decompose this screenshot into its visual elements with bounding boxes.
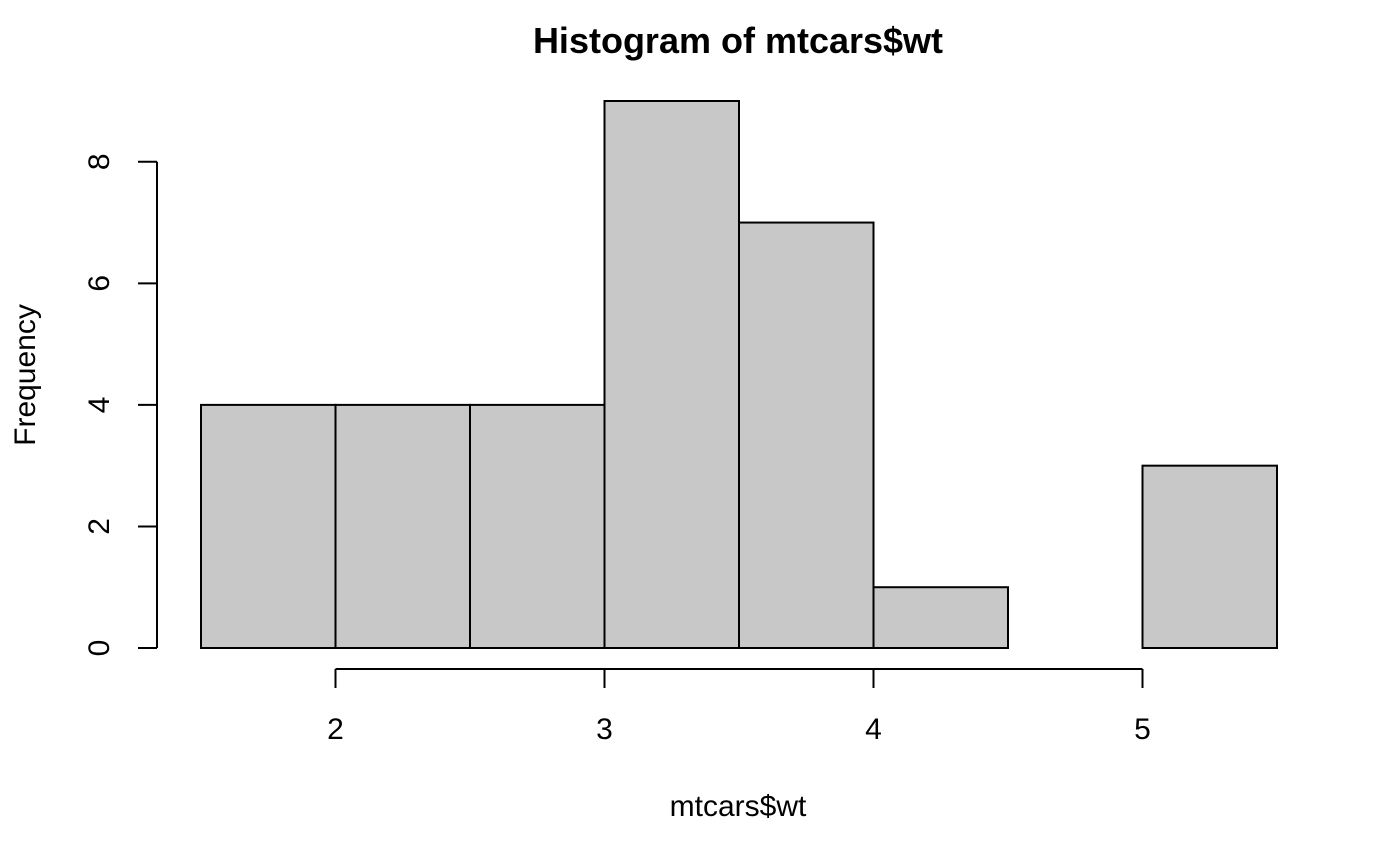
chart-title: Histogram of mtcars$wt bbox=[533, 20, 943, 61]
x-tick-label-1: 3 bbox=[596, 713, 613, 746]
histogram-bar-7 bbox=[1141, 464, 1278, 649]
histogram-bar-4 bbox=[738, 221, 875, 650]
histogram-bar-1 bbox=[334, 403, 471, 649]
x-axis: 2 3 4 5 bbox=[327, 668, 1151, 746]
x-axis-title: mtcars$wt bbox=[670, 790, 807, 823]
x-tick-label-2: 4 bbox=[865, 713, 882, 746]
x-tick-label-0: 2 bbox=[327, 713, 344, 746]
y-tick-label-3: 6 bbox=[83, 275, 116, 292]
y-tick-label-2: 4 bbox=[83, 397, 116, 414]
histogram-bar-2 bbox=[469, 403, 606, 649]
x-tick-label-3: 5 bbox=[1134, 713, 1151, 746]
histogram-bars bbox=[200, 100, 1278, 650]
y-tick-label-0: 0 bbox=[83, 640, 116, 657]
histogram-bar-0 bbox=[200, 403, 337, 649]
histogram-bar-5 bbox=[872, 586, 1009, 650]
y-tick-label-1: 2 bbox=[83, 518, 116, 535]
histogram-bar-3 bbox=[603, 100, 740, 649]
y-tick-label-4: 8 bbox=[83, 153, 116, 170]
y-axis-title: Frequency bbox=[9, 304, 42, 446]
y-axis: 0 2 4 6 8 bbox=[83, 153, 158, 657]
